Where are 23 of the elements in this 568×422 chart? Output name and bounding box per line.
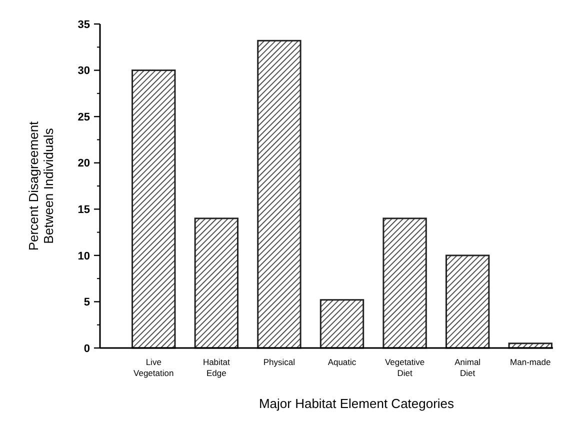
y-tick-label: 35 [78,18,90,31]
y-tick-label: 20 [78,158,90,170]
y-tick-label: 5 [84,296,90,309]
bar [445,254,490,349]
y-tick-label: 15 [78,204,90,216]
y-tick-label: 25 [78,111,90,124]
bar [132,70,176,349]
bar [382,218,427,349]
bar [194,218,239,349]
x-axis-title: Major Habitat Element Categories [258,396,455,411]
bar [257,40,302,349]
x-tick-label: Live Vegetation [134,357,174,378]
x-tick-label: Aquatic [328,357,357,367]
bar [320,299,364,349]
x-tick-label: Physical [263,357,296,367]
x-tick-label: Animal Diet [454,357,481,378]
y-axis-title: Percent Disagreement Between Individuals [26,120,56,251]
y-tick-label: 30 [78,65,90,78]
x-tick-label: Habitat Edge [202,357,231,378]
y-tick-label: 0 [84,342,90,355]
x-tick-label: Man-made [510,357,551,367]
x-tick-label: Vegetative Diet [384,357,425,378]
y-tick-label: 10 [78,250,90,262]
